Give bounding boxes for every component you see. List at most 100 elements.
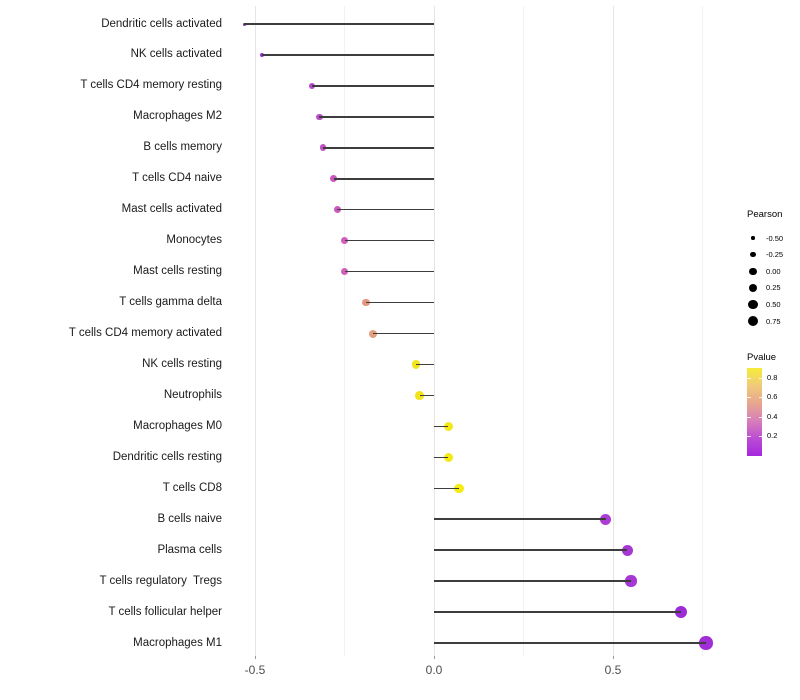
colorbar-tick-label: 0.6 [767, 392, 778, 402]
lollipop-stem [262, 54, 434, 56]
category-label: Macrophages M1 [133, 636, 222, 649]
category-label: NK cells activated [130, 48, 222, 61]
colorbar-tick [747, 377, 751, 379]
lollipop-dot [340, 237, 349, 245]
lollipop-dot [454, 483, 464, 493]
legend-size-dot-cell [747, 236, 759, 240]
lollipop-stem [434, 487, 460, 489]
lollipop-stem [434, 456, 449, 459]
lollipop-dot [319, 144, 327, 152]
category-label: B cells memory [143, 141, 222, 154]
legend-size-dot-cell [747, 283, 759, 292]
gridline-major [433, 6, 435, 656]
category-label: NK cells resting [142, 357, 222, 370]
legend-pearson-entry: 0.75 [747, 313, 781, 330]
lollipop-dot [625, 575, 637, 587]
colorbar-tick [747, 397, 751, 399]
category-label: Macrophages M2 [133, 110, 222, 123]
colorbar-tick [758, 416, 762, 418]
lollipop-stem [333, 178, 434, 180]
legend-size-dot [750, 251, 756, 258]
category-label: Monocytes [166, 234, 222, 247]
x-axis-tick [433, 656, 435, 659]
legend-size-dot-cell [747, 267, 759, 275]
category-label: T cells follicular helper [108, 605, 222, 618]
lollipop-stem [434, 425, 449, 428]
x-axis-tick-label: -0.5 [244, 663, 266, 677]
x-axis-tick-label: 0.5 [604, 663, 622, 677]
legend-pearson-entry: 0.50 [747, 296, 781, 313]
category-label: T cells regulatory Tregs [99, 574, 222, 587]
legend-pearson: Pearson -0.50 -0.25 0.00 0.25 0.50 0.75 [747, 209, 800, 327]
lollipop-dot [443, 452, 453, 462]
lollipop-dot [340, 267, 349, 276]
lollipop-dot [443, 421, 453, 431]
lollipop-stem [344, 270, 434, 273]
lollipop-stem [434, 580, 631, 582]
legend-size-dot-cell [747, 315, 759, 327]
category-label: Dendritic cells resting [112, 450, 222, 463]
legend-size-dot [749, 267, 757, 275]
lollipop-stem [419, 394, 434, 397]
lollipop-dot [316, 113, 323, 121]
lollipop-stem [337, 208, 434, 211]
lollipop-stem [344, 239, 434, 242]
legend-pvalue: Pvalue 0.8 0.6 0.4 0.2 [747, 352, 800, 456]
legend-pearson-entry: -0.25 [747, 246, 783, 263]
x-axis-tick [612, 656, 614, 659]
legend-pvalue-title: Pvalue [747, 352, 777, 363]
legend-pearson-entry: 0.00 [747, 263, 781, 280]
legend-pearson-title: Pearson [747, 209, 783, 220]
category-label: Macrophages M0 [133, 419, 222, 432]
category-label: T cells CD4 naive [132, 172, 222, 185]
legend-pearson-entry: 0.25 [747, 279, 781, 296]
legend-pearson-entry: -0.50 [747, 230, 783, 247]
lollipop-stem [434, 549, 628, 551]
colorbar-tick-label: 0.8 [767, 372, 778, 382]
pvalue-colorbar [747, 368, 762, 456]
category-label: Mast cells activated [121, 203, 222, 216]
legend-size-dot [748, 299, 758, 310]
gridline-major [612, 6, 614, 656]
lollipop-stem [416, 363, 434, 366]
category-label: T cells CD8 [162, 481, 222, 494]
category-label: Dendritic cells activated [101, 17, 222, 30]
lollipop-stem [319, 116, 434, 118]
legend-size-dot [748, 283, 758, 292]
legend-size-dot-cell [747, 299, 759, 310]
x-axis-tick [254, 656, 256, 659]
legend-size-label: -0.50 [766, 233, 784, 243]
gridline-minor [523, 6, 524, 656]
gridline-minor [702, 6, 703, 656]
legend-size-label: 0.25 [766, 283, 781, 293]
colorbar-tick [758, 377, 762, 379]
lollipop-stem [312, 85, 434, 87]
category-label: Neutrophils [163, 388, 222, 401]
lollipop-stem [434, 518, 606, 520]
lollipop-stem [434, 642, 707, 644]
lollipop-dot [600, 513, 612, 525]
lollipop-stem [373, 332, 434, 335]
legend-size-label: 0.75 [766, 316, 781, 326]
colorbar-tick [747, 436, 751, 438]
category-label: T cells CD4 memory activated [68, 327, 222, 339]
lollipop-stem [244, 23, 434, 25]
lollipop-stem [323, 147, 434, 149]
colorbar-tick [758, 397, 762, 399]
colorbar-tick [758, 436, 762, 438]
category-label: T cells CD4 memory resting [80, 79, 222, 92]
legend-size-label: -0.25 [766, 250, 784, 260]
category-label: Mast cells resting [133, 265, 222, 278]
legend-size-dot-cell [747, 251, 759, 258]
gridline-minor [344, 6, 345, 656]
category-label: B cells naive [157, 512, 222, 525]
colorbar-tick-label: 0.2 [767, 431, 778, 441]
lollipop-stem [434, 611, 682, 613]
legend-size-dot [747, 315, 759, 327]
legend-size-dot [751, 236, 755, 240]
category-label: Plasma cells [157, 543, 222, 556]
legend-size-label: 0.00 [766, 266, 781, 276]
lollipop-stem [365, 301, 434, 304]
